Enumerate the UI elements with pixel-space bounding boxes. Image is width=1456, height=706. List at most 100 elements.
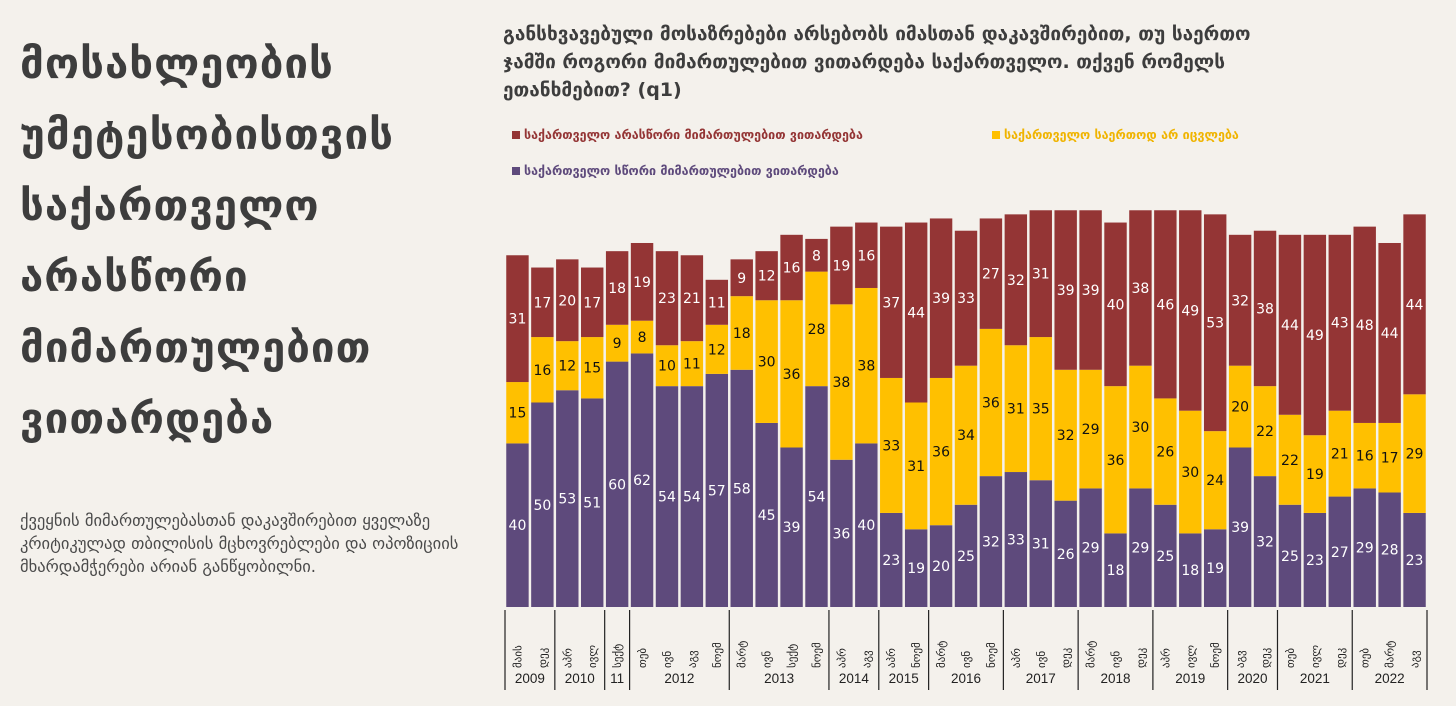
x-tick-month-label: აგვ	[1409, 650, 1422, 668]
bar-segment-unchanged	[755, 300, 778, 423]
bar-segment-wrong	[880, 226, 903, 378]
data-label-right: 39	[783, 520, 801, 536]
data-label-right: 36	[832, 526, 850, 542]
data-label-right: 39	[1231, 520, 1249, 536]
data-label-right: 25	[1281, 549, 1299, 565]
page-subtitle: ქვეყნის მიმართულებასთან დაკავშირებით ყვე…	[20, 511, 459, 576]
data-label-right: 20	[932, 559, 950, 575]
bar-segment-right	[1054, 500, 1077, 607]
bar-segment-unchanged	[1129, 365, 1152, 489]
bar-segment-right	[730, 369, 753, 607]
x-tick-year-label: 2012	[664, 671, 694, 686]
data-label-wrong: 19	[633, 275, 651, 291]
bar-segment-wrong	[680, 255, 704, 342]
bar-segment-wrong	[730, 259, 753, 297]
data-label-wrong: 16	[857, 248, 875, 264]
x-tick-month-label: დეკ	[1334, 647, 1347, 668]
x-tick-month-label: თებ	[636, 648, 649, 668]
x-tick-month-label: აპრ	[1010, 648, 1023, 668]
data-label-right: 29	[1132, 541, 1150, 557]
bar-segment-right	[705, 373, 729, 607]
x-tick-month-label: მარტ	[1085, 641, 1098, 668]
data-label-wrong: 39	[1082, 283, 1100, 299]
legend-item-unchanged: საქართველო საერთოდ არ იცვლება	[992, 127, 1239, 142]
bar-segment-unchanged	[830, 304, 853, 460]
data-label-right: 51	[583, 496, 601, 512]
bar-segment-unchanged	[1303, 435, 1327, 513]
data-label-right: 54	[658, 490, 676, 506]
data-label-right: 26	[1057, 547, 1075, 563]
bar-segment-right	[954, 504, 978, 607]
bar-segment-unchanged	[780, 300, 803, 448]
data-label-wrong: 16	[783, 261, 801, 277]
bar-segment-wrong	[904, 222, 928, 403]
bar-segment-unchanged	[805, 271, 828, 387]
data-label-unchanged: 36	[982, 396, 1000, 412]
bar-segment-unchanged	[1228, 365, 1252, 448]
legend-label-right: საქართველო სწორი მიმართულებით ვითარდება	[524, 163, 839, 178]
data-label-right: 54	[808, 490, 826, 506]
data-label-wrong: 31	[1032, 267, 1050, 283]
data-label-right: 25	[957, 549, 975, 565]
bar-segment-unchanged	[605, 324, 629, 362]
x-tick-month-label: აპრ	[885, 648, 898, 668]
bar-segment-right	[1253, 476, 1277, 607]
bar-segment-wrong	[830, 226, 853, 305]
bar-segment-right	[1029, 480, 1052, 607]
bar-segment-right	[880, 512, 903, 607]
bar-segment-unchanged	[1403, 394, 1426, 513]
bar-segment-wrong	[1403, 214, 1426, 395]
x-tick-month-label: თებ	[1359, 648, 1372, 668]
x-tick-year-label: 2017	[1026, 671, 1056, 686]
data-label-unchanged: 16	[1356, 449, 1374, 465]
x-tick-month-label: დეკ	[536, 647, 549, 668]
x-tick-month-label: აპრ	[1159, 648, 1172, 668]
bar-segment-right	[630, 353, 654, 607]
data-label-wrong: 31	[509, 312, 527, 328]
bar-segment-unchanged	[904, 402, 928, 530]
data-label-wrong: 38	[1132, 281, 1150, 297]
legend-label-wrong: საქართველო არასწორი მიმართულებით ვითარდე…	[524, 127, 863, 142]
data-label-right: 25	[1156, 549, 1174, 565]
data-label-unchanged: 33	[882, 438, 900, 454]
bar-segment-unchanged	[979, 328, 1003, 477]
bar-segment-right	[1104, 533, 1127, 607]
data-label-unchanged: 36	[932, 445, 950, 461]
x-tick-month-label: სექტ	[786, 644, 799, 668]
data-label-wrong: 46	[1156, 297, 1174, 313]
bar-segment-wrong	[979, 218, 1003, 329]
bar-segment-unchanged	[730, 296, 753, 370]
data-label-wrong: 40	[1107, 297, 1125, 313]
data-label-unchanged: 15	[509, 406, 527, 422]
bar-segment-wrong	[1278, 234, 1302, 415]
data-label-unchanged: 20	[1231, 400, 1249, 416]
bar-segment-unchanged	[655, 345, 679, 387]
bar-segment-unchanged	[1154, 398, 1177, 505]
data-label-wrong: 39	[932, 291, 950, 307]
bar-segment-right	[929, 525, 953, 607]
bar-segment-right	[979, 476, 1003, 607]
bar-segment-unchanged	[855, 287, 878, 444]
bar-segment-unchanged	[880, 377, 903, 513]
bar-segment-unchanged	[581, 337, 604, 399]
x-tick-month-label: ივნ	[1035, 651, 1048, 668]
bar-segment-wrong	[1104, 222, 1127, 387]
data-label-right: 58	[733, 481, 751, 497]
data-label-right: 60	[608, 477, 626, 493]
data-label-unchanged: 38	[857, 359, 875, 375]
bar-segment-wrong	[506, 255, 529, 383]
bar-segment-wrong	[1004, 214, 1028, 346]
bar-segment-right	[1228, 447, 1252, 607]
bar-segment-right	[605, 361, 629, 607]
data-label-right: 23	[882, 553, 900, 569]
x-tick-month-label: დეკ	[1134, 647, 1147, 668]
bar-segment-unchanged	[1378, 422, 1401, 493]
data-label-unchanged: 31	[1007, 402, 1025, 418]
data-label-wrong: 49	[1181, 303, 1199, 319]
x-tick-month-label: ივნ	[1110, 651, 1123, 668]
bar-segment-wrong	[1179, 210, 1202, 411]
data-label-right: 19	[1206, 561, 1224, 577]
bar-segment-right	[1154, 504, 1177, 607]
bar-segment-unchanged	[1353, 422, 1376, 489]
